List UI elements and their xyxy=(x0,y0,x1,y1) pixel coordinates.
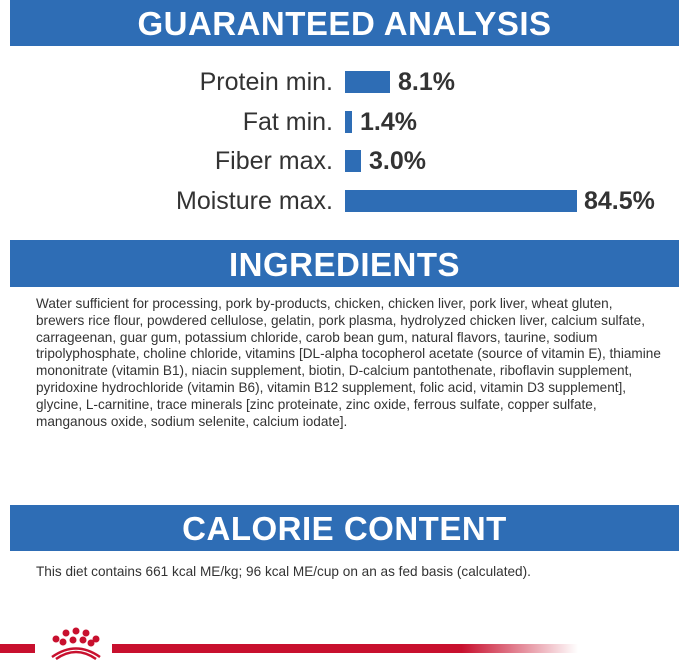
analysis-row-protein: Protein min. 8.1% xyxy=(0,67,679,97)
ingredients-text: Water sufficient for processing, pork by… xyxy=(36,296,661,429)
analysis-bar xyxy=(345,71,390,93)
analysis-value: 3.0% xyxy=(369,147,426,175)
analysis-label: Moisture max. xyxy=(176,187,333,215)
royal-crown-logo-icon xyxy=(51,627,101,660)
guaranteed-analysis-header: GUARANTEED ANALYSIS xyxy=(10,0,679,46)
brand-line-right xyxy=(112,644,578,653)
analysis-value: 1.4% xyxy=(360,108,417,136)
calorie-text: This diet contains 661 kcal ME/kg; 96 kc… xyxy=(36,564,531,579)
analysis-label: Fat min. xyxy=(242,108,333,136)
analysis-bar xyxy=(345,150,361,172)
analysis-row-fiber: Fiber max. 3.0% xyxy=(0,146,679,176)
analysis-row-moisture: Moisture max. 84.5% xyxy=(0,186,679,216)
analysis-label: Fiber max. xyxy=(214,147,333,175)
analysis-label: Protein min. xyxy=(199,68,333,96)
analysis-value: 8.1% xyxy=(398,68,455,96)
analysis-value: 84.5% xyxy=(584,187,655,215)
calorie-content-header: CALORIE CONTENT xyxy=(10,505,679,551)
analysis-bar xyxy=(345,190,577,212)
brand-line-left xyxy=(0,644,35,653)
analysis-bar xyxy=(345,111,352,133)
analysis-row-fat: Fat min. 1.4% xyxy=(0,107,679,137)
ingredients-header: INGREDIENTS xyxy=(10,240,679,287)
